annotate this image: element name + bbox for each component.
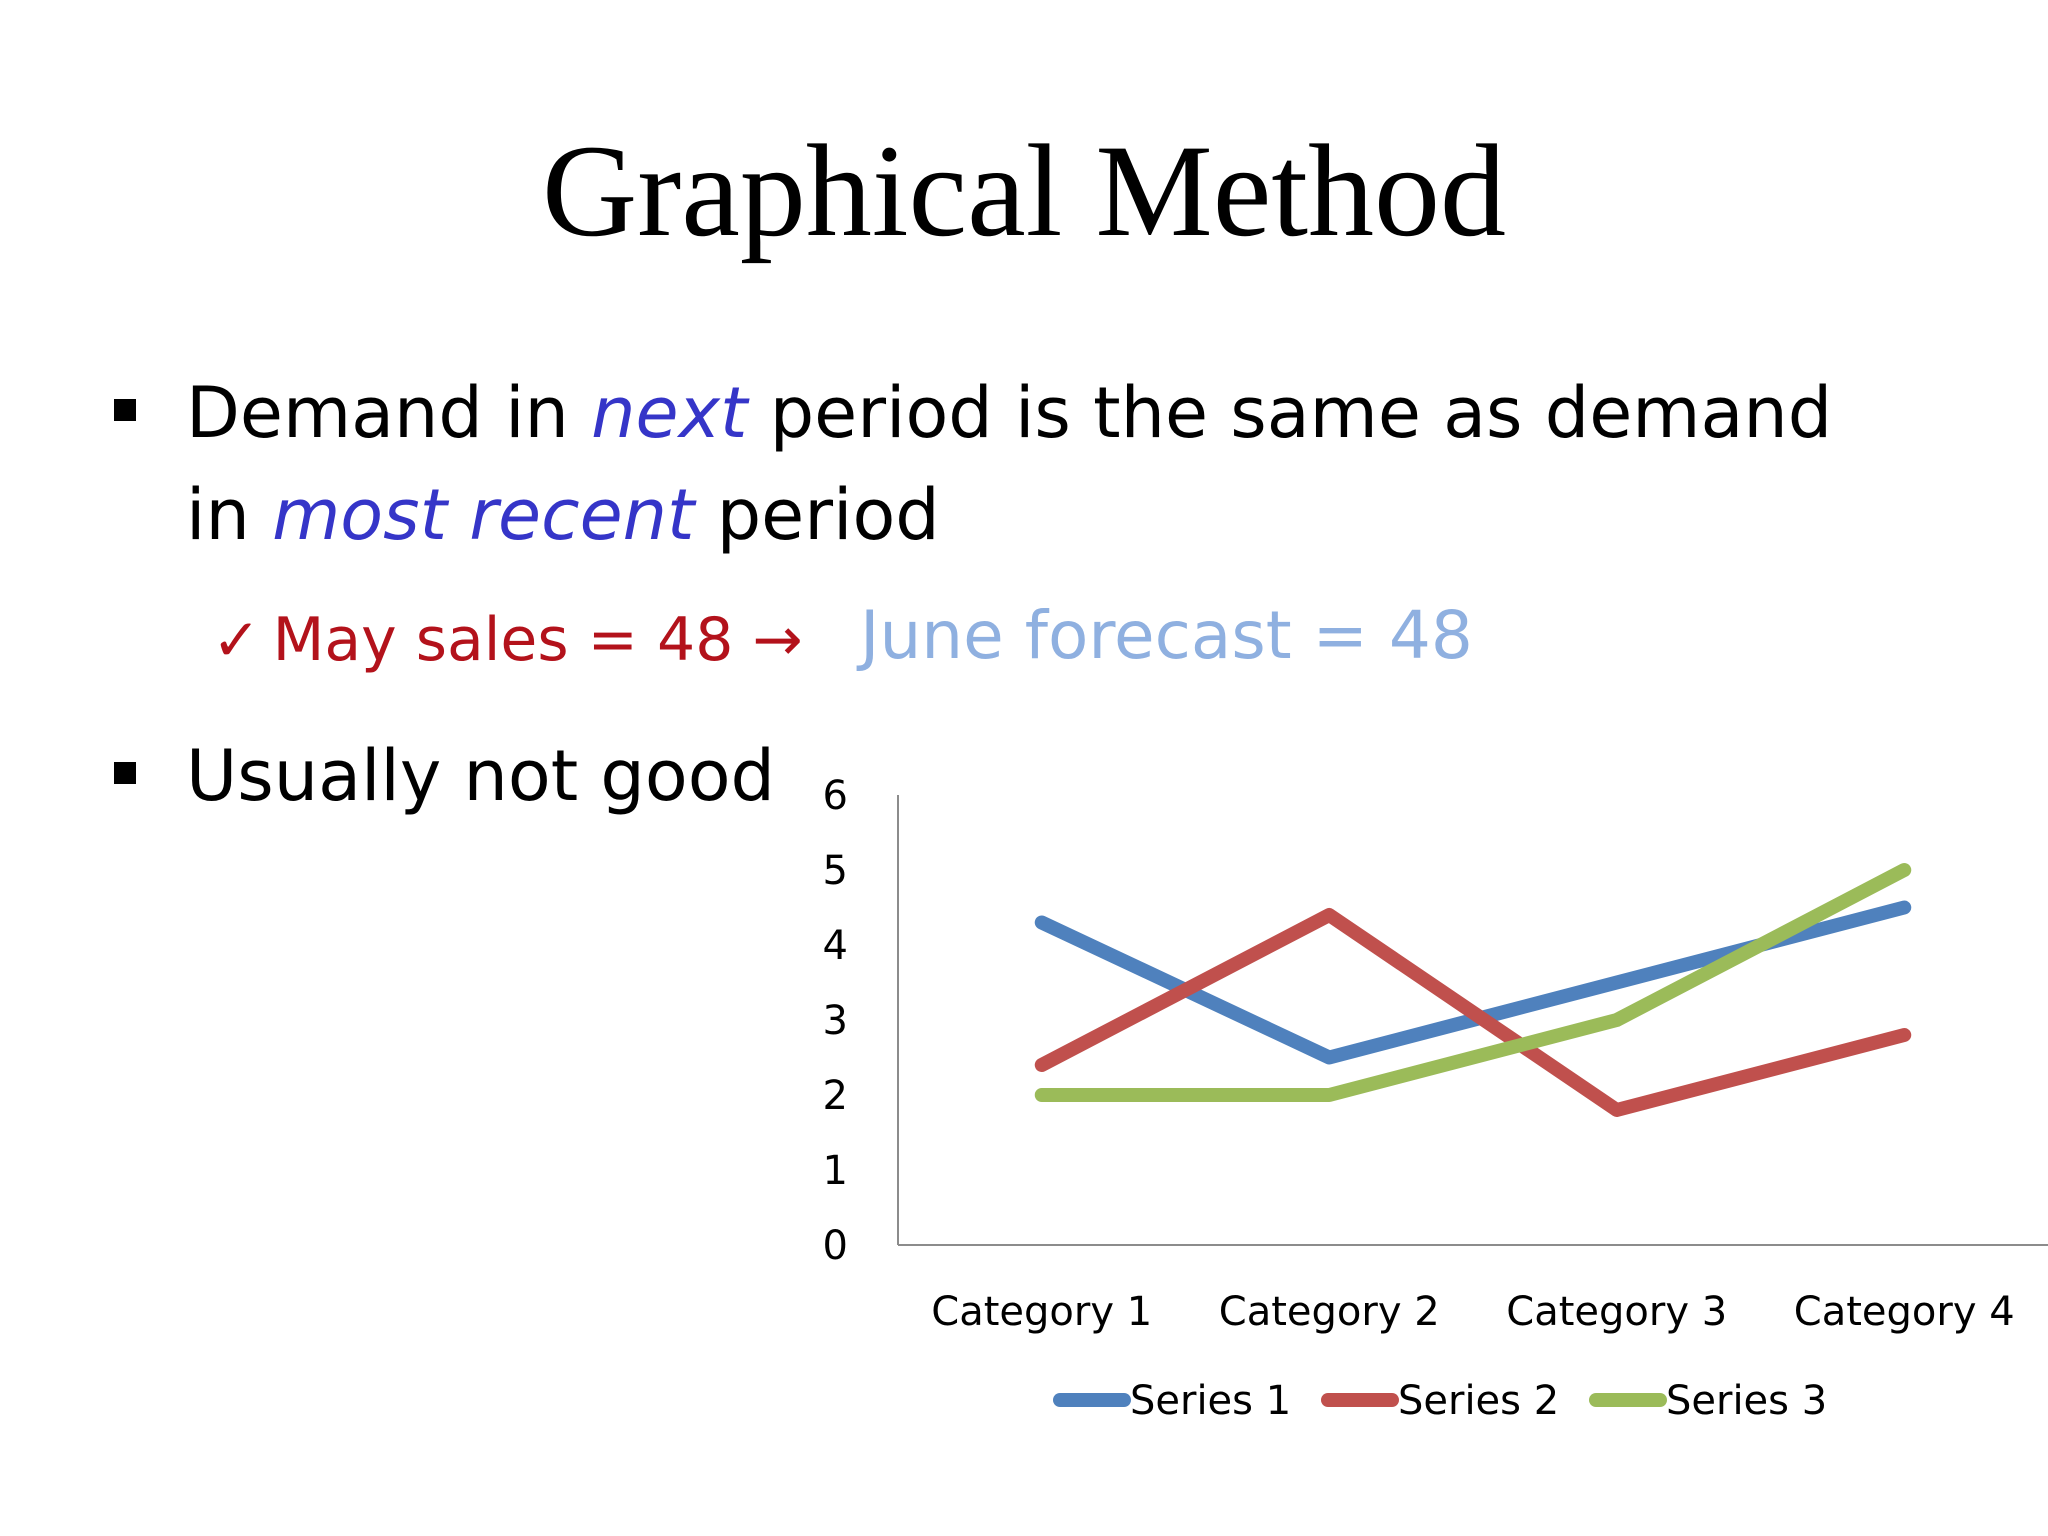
y-tick-label: 4 — [823, 923, 848, 969]
y-tick-label: 6 — [823, 773, 848, 819]
legend-label: Series 3 — [1666, 1378, 1827, 1424]
legend-label: Series 2 — [1398, 1378, 1559, 1424]
bullet-2: Usually not good — [186, 735, 775, 817]
bullet-1-emphasis-next: next — [591, 372, 748, 454]
bullet-1-text-d: period — [694, 474, 940, 556]
slide-title: Graphical Method — [541, 117, 1507, 264]
bullet-square-icon — [114, 399, 136, 421]
bullet-1-line-2: in most recent period — [186, 465, 940, 565]
bullet-1-text-a: Demand in — [186, 372, 592, 454]
checkmark-icon: ✓ — [212, 606, 261, 674]
june-forecast-text: June forecast = 48 — [860, 597, 1473, 674]
bullet-square-icon — [114, 762, 136, 784]
bullet-1-text-c: in — [186, 474, 273, 556]
y-tick-label: 0 — [823, 1223, 848, 1269]
sub-bullet-may: ✓ May sales = 48 → — [212, 600, 803, 680]
series-3-line — [1034, 863, 1912, 1102]
bullet-1-line-1: Demand in next period is the same as dem… — [186, 363, 1832, 463]
y-tick-label: 3 — [823, 998, 848, 1044]
y-tick-label: 1 — [823, 1148, 848, 1194]
bullet-1-text-b: period is the same as demand — [747, 372, 1833, 454]
series-2-line — [1034, 908, 1912, 1117]
y-tick-label: 2 — [823, 1073, 848, 1119]
y-tick-label: 5 — [823, 848, 848, 894]
x-category-label: Category 1 — [931, 1289, 1152, 1335]
x-category-label: Category 4 — [1794, 1289, 2015, 1335]
x-category-label: Category 2 — [1219, 1289, 1440, 1335]
x-category-label: Category 3 — [1506, 1289, 1727, 1335]
legend-label: Series 1 — [1130, 1378, 1291, 1424]
bullet-1-emphasis-most-recent: most recent — [272, 474, 695, 556]
may-sales-text: May sales = 48 → — [272, 605, 803, 675]
